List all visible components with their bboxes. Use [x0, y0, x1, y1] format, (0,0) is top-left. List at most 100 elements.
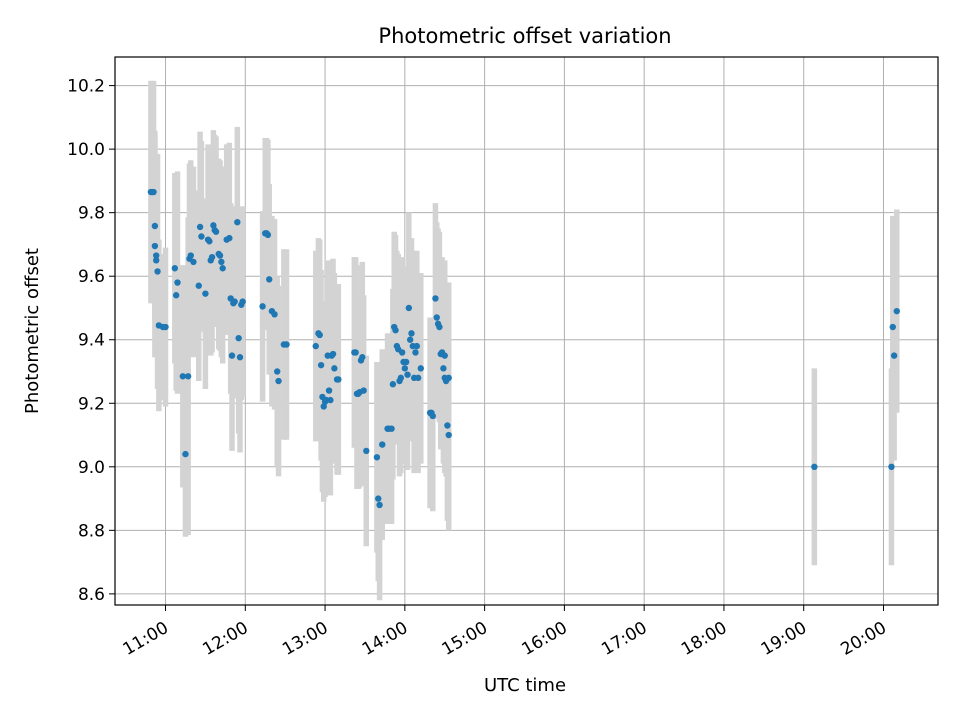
y-tick-label: 9.2: [78, 394, 105, 414]
data-point: [231, 298, 238, 305]
data-point: [398, 349, 406, 356]
data-point: [441, 352, 448, 359]
data-point: [389, 381, 397, 388]
data-point: [150, 188, 157, 196]
data-point: [198, 233, 205, 240]
data-point: [228, 352, 236, 359]
data-point: [402, 358, 410, 366]
data-point: [889, 323, 896, 331]
chart-title: Photometric offset variation: [378, 24, 671, 48]
data-point: [151, 222, 159, 230]
data-point: [417, 365, 424, 372]
data-point: [202, 290, 209, 297]
data-point: [436, 323, 443, 331]
grid: [115, 57, 938, 605]
data-point: [444, 422, 451, 429]
data-point: [190, 258, 197, 266]
data-point: [182, 450, 189, 458]
data-point: [208, 253, 216, 261]
y-tick-label: 8.8: [78, 521, 105, 541]
data-point: [172, 292, 180, 299]
y-tick-label: 10.2: [67, 77, 105, 97]
data-point: [388, 425, 395, 432]
data-point: [274, 368, 281, 375]
data-point: [317, 361, 325, 369]
data-point: [174, 279, 181, 286]
data-point: [239, 298, 246, 305]
data-point: [432, 295, 439, 302]
data-point: [375, 495, 382, 502]
data-point: [360, 387, 367, 394]
data-point: [413, 342, 421, 350]
data-point: [154, 268, 161, 275]
data-point: [359, 354, 366, 361]
data-point: [275, 377, 282, 385]
data-point: [440, 365, 447, 372]
data-point: [195, 282, 202, 289]
data-point: [218, 258, 225, 266]
x-axis-title: UTC time: [484, 675, 566, 696]
plot-frame: [114, 56, 939, 606]
data-point: [153, 257, 160, 264]
y-axis-title: Photometric offset: [22, 248, 43, 414]
data-point: [234, 218, 241, 226]
data-point: [327, 396, 334, 404]
data-point: [216, 252, 224, 259]
y-tick-label: 9.6: [78, 267, 105, 287]
data-point: [171, 265, 179, 272]
data-point: [401, 365, 409, 372]
data-point: [236, 354, 244, 361]
y-tick-label: 9.0: [78, 458, 105, 478]
data-point: [379, 441, 386, 448]
data-point: [179, 373, 187, 380]
data-point: [153, 252, 160, 259]
data-point: [397, 374, 405, 382]
data-point: [352, 349, 359, 356]
data-point: [325, 387, 333, 394]
data-point: [363, 447, 370, 455]
data-point: [406, 336, 414, 343]
data-point: [811, 463, 818, 471]
data-point: [235, 334, 242, 342]
data-point: [316, 331, 323, 339]
data-point: [187, 252, 194, 259]
data-point: [266, 276, 273, 283]
data-point: [312, 342, 319, 350]
data-point: [283, 341, 290, 348]
data-point: [271, 311, 278, 318]
data-point: [888, 463, 895, 471]
data-point: [329, 350, 337, 358]
data-point: [212, 228, 220, 235]
data-point: [184, 373, 192, 380]
data-point: [331, 365, 338, 372]
data-points: [147, 188, 900, 509]
data-point: [373, 454, 381, 461]
data-point: [264, 231, 272, 239]
data-point: [162, 323, 169, 331]
data-point: [219, 265, 226, 272]
data-point: [206, 238, 213, 245]
y-tick-label: 10.0: [67, 140, 105, 160]
data-point: [259, 303, 266, 310]
data-point: [412, 349, 419, 356]
data-point: [405, 304, 413, 312]
data-point: [890, 352, 898, 359]
data-point: [335, 376, 342, 383]
y-tick-label: 9.4: [78, 331, 105, 351]
y-axis-ticks: 8.6 8.8 9.0 9.2 9.4 9.6 9.8 10.0 10.2: [67, 77, 115, 605]
data-point: [433, 314, 440, 321]
data-point: [445, 431, 452, 439]
data-point: [893, 307, 900, 315]
data-point: [196, 223, 204, 231]
data-point: [408, 330, 415, 337]
data-point: [429, 412, 436, 420]
data-point: [404, 371, 411, 378]
y-tick-label: 9.8: [78, 204, 105, 224]
data-point: [376, 501, 383, 509]
data-point: [445, 374, 452, 382]
y-tick-label: 8.6: [78, 585, 105, 605]
data-point: [414, 374, 422, 382]
data-point: [392, 327, 399, 334]
